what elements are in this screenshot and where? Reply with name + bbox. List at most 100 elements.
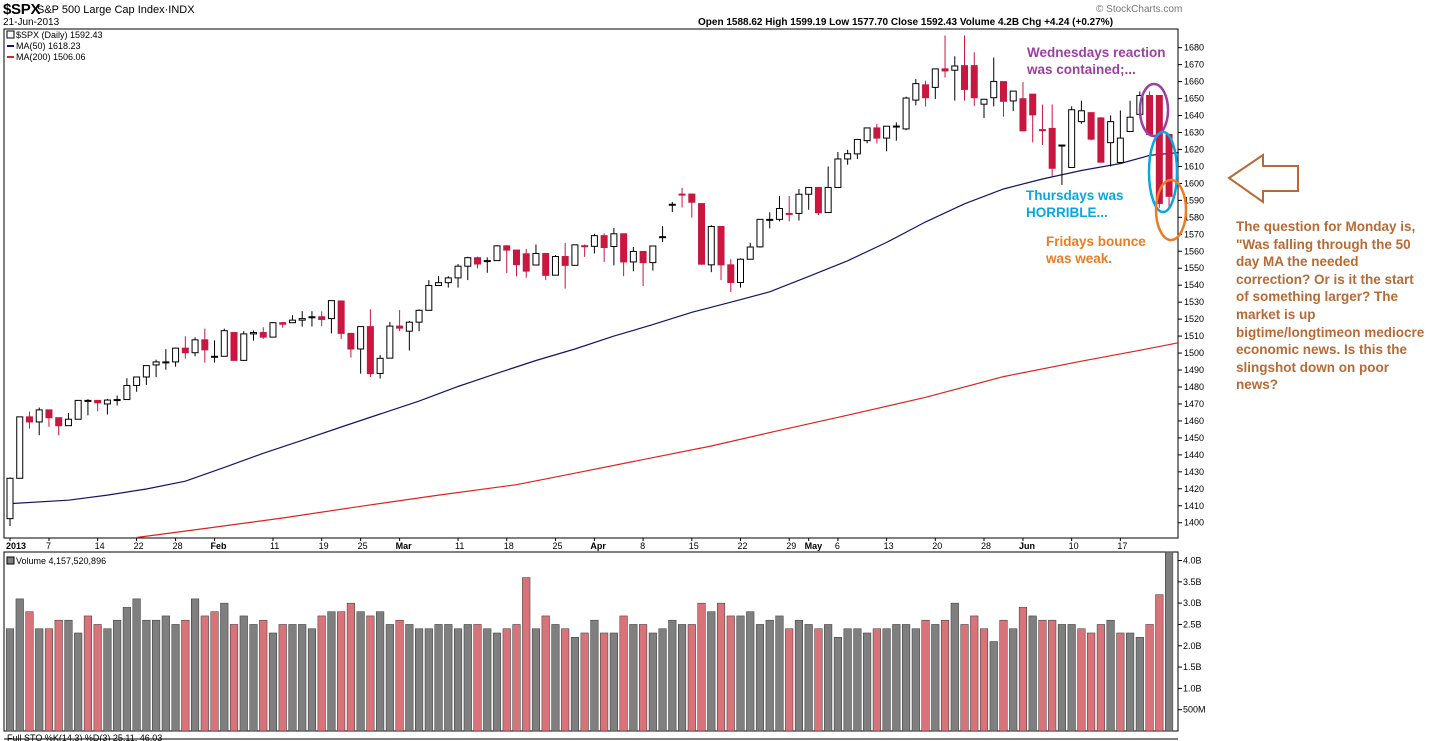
volume-bar <box>229 624 239 732</box>
candle-body <box>688 193 696 203</box>
volume-bar <box>979 628 989 732</box>
thursday-note: Thursdays was HORRIBLE... <box>1026 187 1146 221</box>
candle-body <box>698 203 706 265</box>
candle-body <box>444 277 452 284</box>
candle-body <box>45 409 53 419</box>
price-candle <box>873 124 881 144</box>
candle-body <box>941 68 949 72</box>
candle-body <box>737 258 744 283</box>
candle-body <box>814 186 822 214</box>
candle-body <box>35 409 43 423</box>
price-candle <box>922 80 930 107</box>
candle-body <box>892 125 900 128</box>
price-tick-label: 1480 <box>1184 382 1204 392</box>
candle-body <box>415 309 423 323</box>
candle-body <box>425 285 433 311</box>
price-candle <box>16 416 24 479</box>
volume-bar <box>765 619 774 732</box>
price-candle <box>1019 82 1027 132</box>
candle-body <box>775 208 783 220</box>
candle-body <box>571 244 579 266</box>
candle-body <box>230 332 238 361</box>
price-tick-label: 1590 <box>1184 195 1204 205</box>
volume-bar <box>434 624 443 732</box>
volume-bar <box>259 619 268 732</box>
price-candle <box>999 81 1007 117</box>
candle-body <box>464 257 472 267</box>
ma200-legend-label: MA(200) 1506.06 <box>16 52 86 62</box>
candle-body <box>853 138 861 155</box>
price-tick-label: 1470 <box>1184 399 1204 409</box>
price-candle <box>123 378 131 401</box>
price-candle <box>1029 93 1037 143</box>
candle-body <box>785 212 793 215</box>
price-tick-label: 1580 <box>1184 212 1204 222</box>
date-tick-label: May <box>805 541 823 551</box>
candle-body <box>512 249 520 266</box>
candle-body <box>922 84 930 99</box>
volume-bar <box>366 615 375 732</box>
volume-bar <box>64 619 73 732</box>
volume-bar <box>1038 619 1047 732</box>
volume-bar <box>814 628 823 732</box>
price-legend-label: $SPX (Daily) 1592.43 <box>16 30 103 40</box>
volume-bar <box>970 615 979 732</box>
volume-bar <box>1067 624 1076 732</box>
volume-bar <box>122 607 131 732</box>
candle-body <box>1048 127 1056 169</box>
price-candle <box>746 242 754 260</box>
price-candle <box>961 35 969 101</box>
candle-body <box>522 253 530 272</box>
price-candle <box>474 256 482 269</box>
date-tick-label: 13 <box>884 541 894 551</box>
legend-background <box>5 30 137 63</box>
volume-tick-label: 1.0B <box>1183 683 1202 693</box>
price-panel-frame <box>3 28 1179 539</box>
candle-body <box>610 233 618 248</box>
left-arrow-icon <box>1227 153 1299 204</box>
price-tick-label: 1620 <box>1184 144 1204 154</box>
volume-legend-label: Volume 4,157,520,896 <box>16 556 106 566</box>
candle-body <box>483 260 491 263</box>
candle-body <box>220 330 228 357</box>
date-tick-label: Jun <box>1019 541 1035 551</box>
date-tick-label: 8 <box>640 541 645 551</box>
candle-body <box>649 245 657 264</box>
candle-body <box>298 318 306 321</box>
price-candle <box>551 255 559 276</box>
volume-bar <box>794 619 803 732</box>
price-candle <box>805 186 813 210</box>
date-tick-label: 2013 <box>6 541 26 551</box>
price-candle <box>717 225 725 281</box>
volume-bar <box>1106 619 1115 732</box>
price-candle <box>766 212 774 229</box>
price-candle <box>795 188 803 221</box>
volume-bar <box>619 615 628 732</box>
price-candle <box>133 376 141 392</box>
price-candle <box>240 331 248 361</box>
price-candle <box>493 245 501 262</box>
candle-body <box>668 203 676 206</box>
price-candle <box>1097 117 1105 163</box>
candle-body <box>707 225 715 266</box>
price-tick-label: 1630 <box>1184 127 1204 137</box>
date-tick-label: 28 <box>981 541 991 551</box>
price-candle <box>532 244 540 266</box>
price-candle <box>600 233 608 262</box>
candle-body <box>727 264 735 283</box>
price-candle <box>980 98 988 119</box>
candle-body <box>1155 95 1163 204</box>
price-candle <box>571 244 579 266</box>
date-tick-label: 10 <box>1069 541 1079 551</box>
candle-body <box>805 186 813 195</box>
candle-body <box>288 319 296 324</box>
price-legend-swatch <box>6 30 15 39</box>
price-tick-label: 1440 <box>1184 450 1204 460</box>
candle-body <box>162 361 170 364</box>
price-candle <box>318 311 326 327</box>
price-candle <box>1058 144 1066 185</box>
price-candle <box>269 322 277 338</box>
candle-body <box>366 326 374 375</box>
date-tick-label: 28 <box>173 541 183 551</box>
